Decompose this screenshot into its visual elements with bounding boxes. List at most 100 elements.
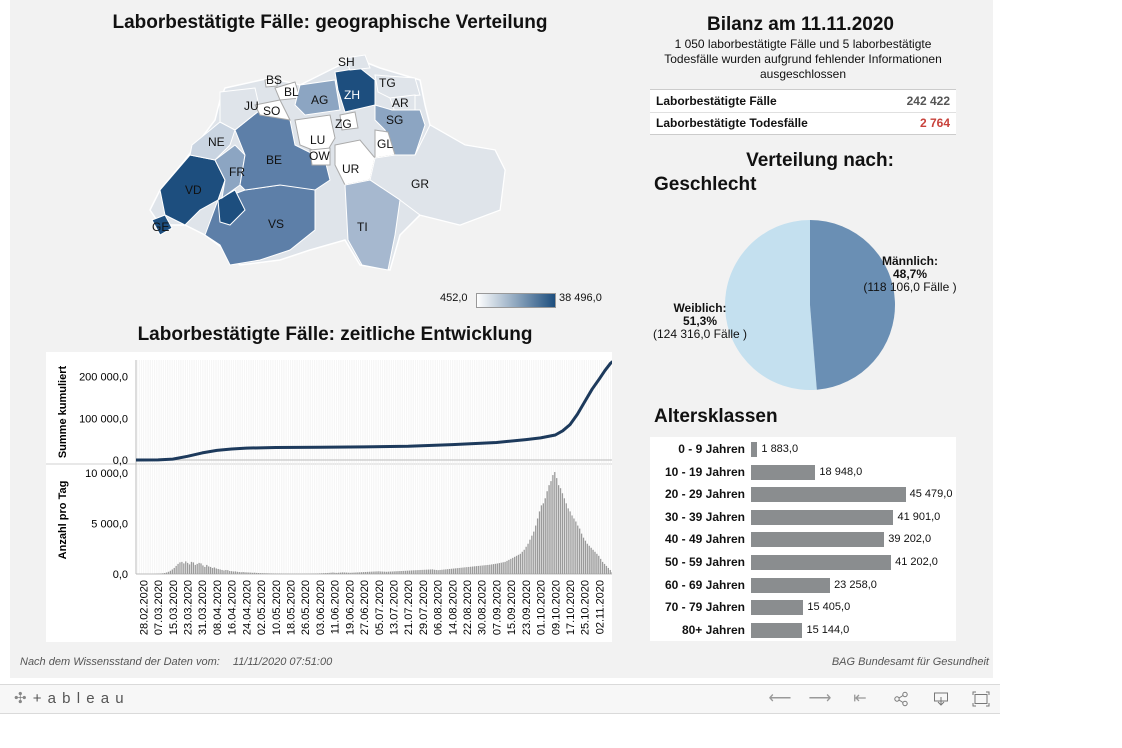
daily-bar[interactable] [253,572,256,574]
daily-bar[interactable] [443,569,445,574]
daily-bar[interactable] [213,567,216,574]
daily-bar[interactable] [529,539,531,574]
daily-bar[interactable] [575,521,577,574]
daily-bar[interactable] [418,570,420,574]
daily-bar[interactable] [504,561,506,574]
daily-bar[interactable] [596,553,598,574]
daily-bar[interactable] [223,570,225,574]
daily-bar[interactable] [565,503,567,574]
daily-bar[interactable] [255,572,258,574]
daily-bar[interactable] [573,518,575,574]
daily-bar[interactable] [456,568,458,574]
daily-bar[interactable] [567,508,569,574]
daily-bar[interactable] [450,568,453,574]
age-bar[interactable] [751,509,894,525]
daily-bar[interactable] [229,570,231,574]
daily-bar[interactable] [588,545,590,574]
daily-bar[interactable] [471,566,474,574]
redo-icon[interactable]: ⟶ [808,690,832,707]
daily-bar[interactable] [204,566,206,574]
daily-bar[interactable] [489,564,491,574]
daily-bar[interactable] [473,566,476,574]
daily-bar[interactable] [380,571,382,574]
daily-bar[interactable] [383,571,386,574]
daily-bar[interactable] [385,571,388,574]
daily-bar[interactable] [556,478,558,574]
age-row[interactable]: 50 - 59 Jahren 41 202,0 [650,551,956,573]
daily-bar[interactable] [496,563,499,574]
daily-bar[interactable] [475,566,478,574]
age-row[interactable]: 70 - 79 Jahren 15 405,0 [650,596,956,618]
daily-bar[interactable] [391,571,393,574]
canton-bs[interactable] [264,77,279,88]
daily-bar[interactable] [336,572,338,574]
daily-bar[interactable] [563,498,566,574]
daily-bar[interactable] [569,511,571,574]
daily-bar[interactable] [230,571,233,574]
daily-bar[interactable] [445,569,447,574]
daily-bar[interactable] [370,571,372,574]
daily-bar[interactable] [531,535,533,574]
daily-bar[interactable] [552,475,554,574]
daily-bar[interactable] [225,569,227,574]
tableau-logo[interactable]: ✣ + a b l e a u [14,689,125,707]
daily-bar[interactable] [609,569,611,574]
daily-bar[interactable] [175,565,177,574]
daily-bar[interactable] [508,559,510,574]
daily-bar[interactable] [401,570,403,574]
daily-bar[interactable] [431,569,434,574]
daily-bar[interactable] [550,481,552,574]
pie-slice-male[interactable] [810,220,896,390]
daily-bar[interactable] [519,553,522,574]
daily-bar[interactable] [248,572,250,574]
daily-bar[interactable] [192,562,195,574]
daily-bar[interactable] [439,569,441,574]
daily-bars[interactable] [154,472,612,574]
daily-bar[interactable] [582,537,585,574]
daily-bar[interactable] [542,503,544,574]
daily-bar[interactable] [322,573,325,574]
daily-bar[interactable] [481,565,483,574]
canton-ow[interactable] [309,147,331,166]
daily-bar[interactable] [492,564,495,574]
daily-bar[interactable] [378,571,380,574]
daily-bar[interactable] [177,563,179,574]
daily-bar[interactable] [433,569,435,574]
daily-bar[interactable] [341,572,344,574]
canton-ge[interactable] [151,214,173,236]
daily-bar[interactable] [208,566,210,574]
age-bar[interactable] [751,464,816,480]
daily-bar[interactable] [190,561,193,574]
daily-bar[interactable] [246,572,248,574]
daily-bar[interactable] [257,572,260,574]
age-bar[interactable] [751,600,804,616]
daily-bar[interactable] [242,571,244,574]
daily-bar[interactable] [452,568,455,574]
daily-bar[interactable] [557,485,560,574]
daily-bar[interactable] [334,572,336,574]
age-bar[interactable] [751,577,831,593]
daily-bar[interactable] [468,566,470,574]
daily-bar[interactable] [561,493,564,574]
daily-bar[interactable] [420,569,422,574]
daily-bar[interactable] [422,569,424,574]
daily-bar[interactable] [387,571,390,574]
daily-bar[interactable] [202,565,204,574]
daily-bar[interactable] [185,561,187,574]
daily-bar[interactable] [397,571,399,574]
daily-bar[interactable] [227,570,229,574]
daily-bar[interactable] [263,573,265,574]
undo-icon[interactable]: ⟵ [768,690,792,707]
daily-bar[interactable] [326,572,328,574]
daily-bar[interactable] [577,525,579,574]
daily-bar[interactable] [206,564,208,574]
daily-bar[interactable] [487,564,489,574]
daily-bar[interactable] [584,540,587,574]
daily-bar[interactable] [215,568,217,574]
age-row[interactable]: 60 - 69 Jahren 23 258,0 [650,574,956,596]
daily-bar[interactable] [219,569,221,574]
daily-bar[interactable] [448,568,451,574]
daily-bar[interactable] [590,547,592,574]
daily-bar[interactable] [160,573,162,574]
daily-bar[interactable] [244,572,246,574]
